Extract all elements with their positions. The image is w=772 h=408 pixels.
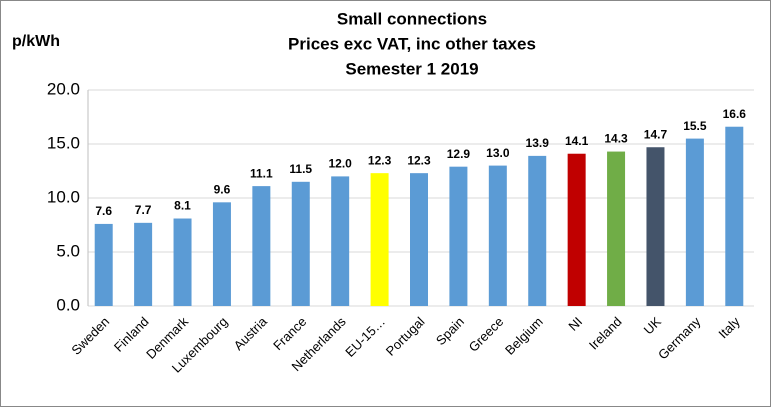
y-tick-label: 20.0	[47, 79, 80, 98]
bar	[173, 218, 192, 306]
chart-title: Prices exc VAT, inc other taxes	[288, 34, 536, 53]
chart-title: Small connections	[337, 9, 487, 28]
y-axis-label: p/kWh	[12, 33, 60, 50]
data-label: 12.3	[368, 153, 392, 167]
bar	[646, 147, 665, 306]
y-tick-label: 5.0	[56, 241, 80, 260]
bar	[212, 202, 231, 306]
bar	[410, 173, 428, 306]
bar	[252, 186, 271, 306]
bar	[134, 222, 153, 306]
bar	[488, 165, 507, 306]
data-label: 11.5	[289, 162, 312, 176]
data-label: 8.1	[174, 199, 191, 213]
bar	[725, 126, 744, 306]
bar	[331, 176, 350, 306]
data-label: 9.6	[214, 182, 231, 196]
bar	[291, 181, 310, 306]
data-label: 11.1	[250, 166, 273, 180]
data-label: 14.3	[604, 132, 628, 146]
chart-title: Semester 1 2019	[345, 59, 478, 78]
bar	[94, 223, 113, 306]
y-tick-label: 0.0	[56, 295, 80, 314]
y-tick-label: 15.0	[47, 133, 80, 152]
data-label: 12.3	[407, 153, 431, 167]
bar	[567, 153, 586, 306]
data-label: 13.0	[486, 146, 510, 160]
data-label: 13.9	[526, 136, 550, 150]
bar	[449, 166, 468, 306]
bar	[685, 138, 704, 306]
data-label: 16.6	[723, 107, 747, 121]
bar	[370, 173, 389, 306]
data-label: 7.7	[135, 203, 152, 217]
bar	[528, 155, 547, 306]
bar	[607, 151, 626, 306]
data-label: 7.6	[95, 204, 112, 218]
data-label: 14.1	[565, 134, 589, 148]
data-label: 12.9	[447, 147, 471, 161]
y-tick-label: 10.0	[47, 187, 80, 206]
data-label: 15.5	[683, 119, 707, 133]
data-label: 12.0	[328, 157, 352, 171]
data-label: 14.7	[644, 127, 668, 141]
